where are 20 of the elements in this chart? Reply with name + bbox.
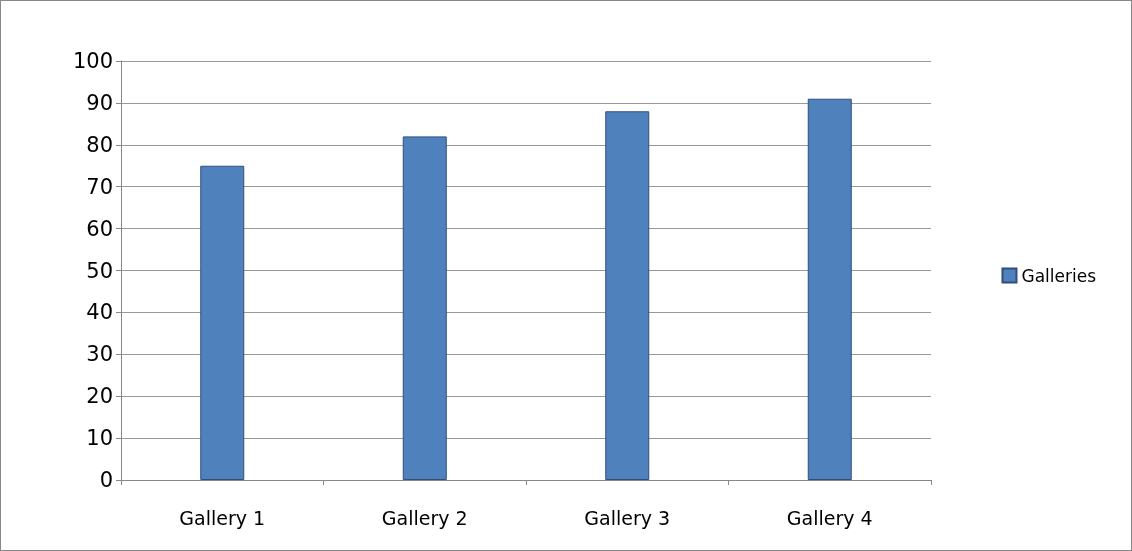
bar — [807, 98, 852, 480]
x-tick-label: Gallery 3 — [584, 506, 671, 529]
y-tick-label: 40 — [86, 300, 113, 325]
y-tick-label: 30 — [86, 342, 113, 367]
y-tick-label: 10 — [86, 426, 113, 451]
y-tick-label: 70 — [86, 174, 113, 199]
y-tick-label: 50 — [86, 258, 113, 283]
legend-label: Galleries — [1021, 265, 1097, 286]
y-tick-label: 60 — [86, 216, 113, 241]
x-tick-label: Gallery 4 — [786, 506, 873, 529]
y-tick-label: 0 — [99, 468, 113, 492]
y-tick-label: 100 — [72, 49, 113, 73]
x-tick-label: Gallery 1 — [179, 506, 266, 529]
y-tick-label: 80 — [86, 132, 113, 157]
bar — [200, 165, 245, 480]
x-tick-label: Gallery 2 — [381, 506, 468, 529]
y-tick-label: 90 — [86, 90, 113, 115]
bar — [605, 111, 650, 480]
bar — [402, 136, 447, 480]
y-tick-label: 20 — [86, 384, 113, 409]
